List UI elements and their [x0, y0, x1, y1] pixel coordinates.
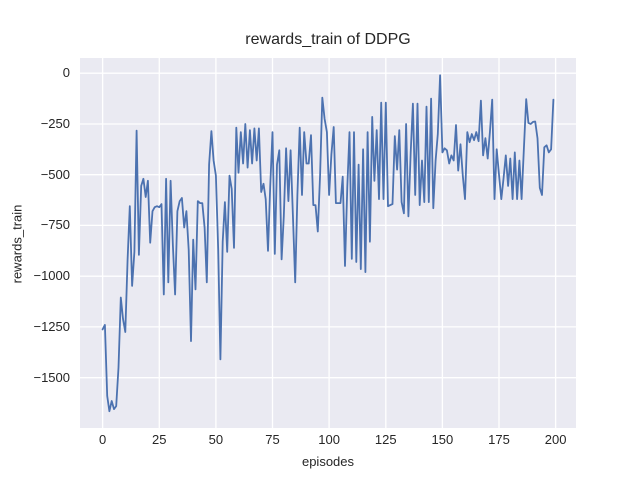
x-tick-label: 150 [431, 432, 454, 447]
y-tick-label: −1500 [33, 369, 70, 385]
y-tick-label: −1250 [33, 318, 70, 334]
plot-area [80, 58, 576, 428]
y-tick-label: −500 [40, 166, 70, 182]
x-tick-label: 100 [318, 432, 340, 447]
x-tick-label: 75 [265, 432, 280, 447]
chart-canvas [80, 58, 576, 428]
chart-title: rewards_train of DDPG [245, 31, 411, 48]
x-axis-label: episodes [301, 454, 355, 469]
x-tick-label: 125 [374, 432, 397, 447]
x-tick-label: 200 [544, 432, 567, 447]
y-tick-label: −750 [40, 217, 70, 233]
y-tick-label: −250 [40, 115, 70, 131]
x-tick-label: 175 [488, 432, 510, 447]
y-tick-label: −1000 [33, 268, 70, 284]
x-tick-label: 25 [152, 432, 167, 447]
y-tick-label: 0 [62, 65, 70, 81]
x-tick-label: 0 [99, 432, 107, 447]
series-line [101, 74, 555, 413]
x-tick-label: 50 [208, 432, 224, 447]
